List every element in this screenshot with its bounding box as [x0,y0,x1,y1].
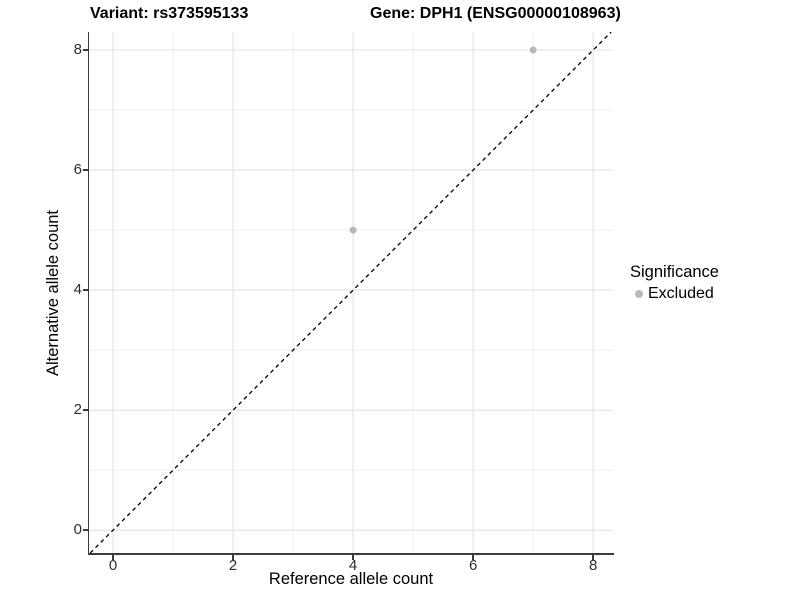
x-tick-label: 6 [468,557,478,574]
plot-title-variant: Variant: rs373595133 [90,5,249,22]
y-tick-label: 8 [73,41,82,58]
y-tick-mark [82,169,88,171]
x-axis-line [87,553,614,555]
plot-panel [89,32,613,553]
y-tick-label: 2 [73,401,82,419]
legend-title: Significance [630,263,719,281]
x-tick-label: 4 [348,557,358,574]
y-tick-mark [82,289,88,291]
plot-title-gene: Gene: DPH1 (ENSG00000108963) [370,5,621,22]
y-tick-label: 6 [73,161,82,179]
y-tick-label: 4 [73,281,82,299]
x-tick-label: 8 [589,557,598,574]
y-tick-mark [82,529,88,531]
x-tick-mark [472,554,474,560]
x-tick-mark [592,554,594,560]
x-tick-mark [232,554,234,560]
x-tick-label: 0 [108,557,118,574]
x-tick-label: 2 [228,557,238,574]
data-point [349,226,357,234]
legend-item-label: Excluded [648,285,714,302]
x-tick-mark [112,554,114,560]
legend-item-excluded: Excluded [630,283,719,304]
legend: Significance Excluded [630,262,719,304]
y-axis-line [87,32,89,555]
data-point [529,46,537,54]
x-axis-title: Reference allele count [268,570,434,588]
x-tick-mark [352,554,354,560]
y-tick-label: 0 [73,521,82,539]
legend-dot-excluded-icon [635,289,643,298]
y-tick-mark [82,409,88,411]
y-tick-mark [82,49,88,51]
identity-line [89,32,612,553]
